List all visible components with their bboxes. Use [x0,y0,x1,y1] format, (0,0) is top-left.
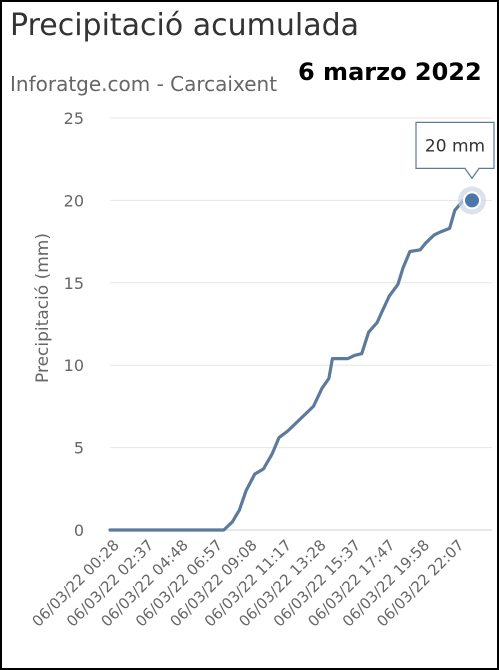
y-tick-label: 15 [64,274,84,293]
grid-lines [110,117,492,531]
y-tick-label: 0 [74,521,84,540]
highlight-point [463,191,481,210]
date-annotation: 6 marzo 2022 [298,58,482,86]
y-axis-label: Precipitació (mm) [33,233,53,383]
tooltip-box [415,121,495,180]
tooltip: 20 mm [415,121,495,180]
y-tick-label: 25 [64,109,84,128]
y-tick-label: 5 [74,439,84,458]
y-axis-ticks: 0 5 10 15 20 25 [64,109,84,540]
chart-subtitle: Inforatge.com - Carcaixent [10,72,278,96]
y-tick-label: 20 [64,191,84,210]
y-tick-label: 10 [64,356,84,375]
chart-title: Precipitació acumulada [10,8,360,43]
series-line [108,198,474,532]
tooltip-text: 20 mm [425,136,485,156]
series-layer [108,186,486,532]
